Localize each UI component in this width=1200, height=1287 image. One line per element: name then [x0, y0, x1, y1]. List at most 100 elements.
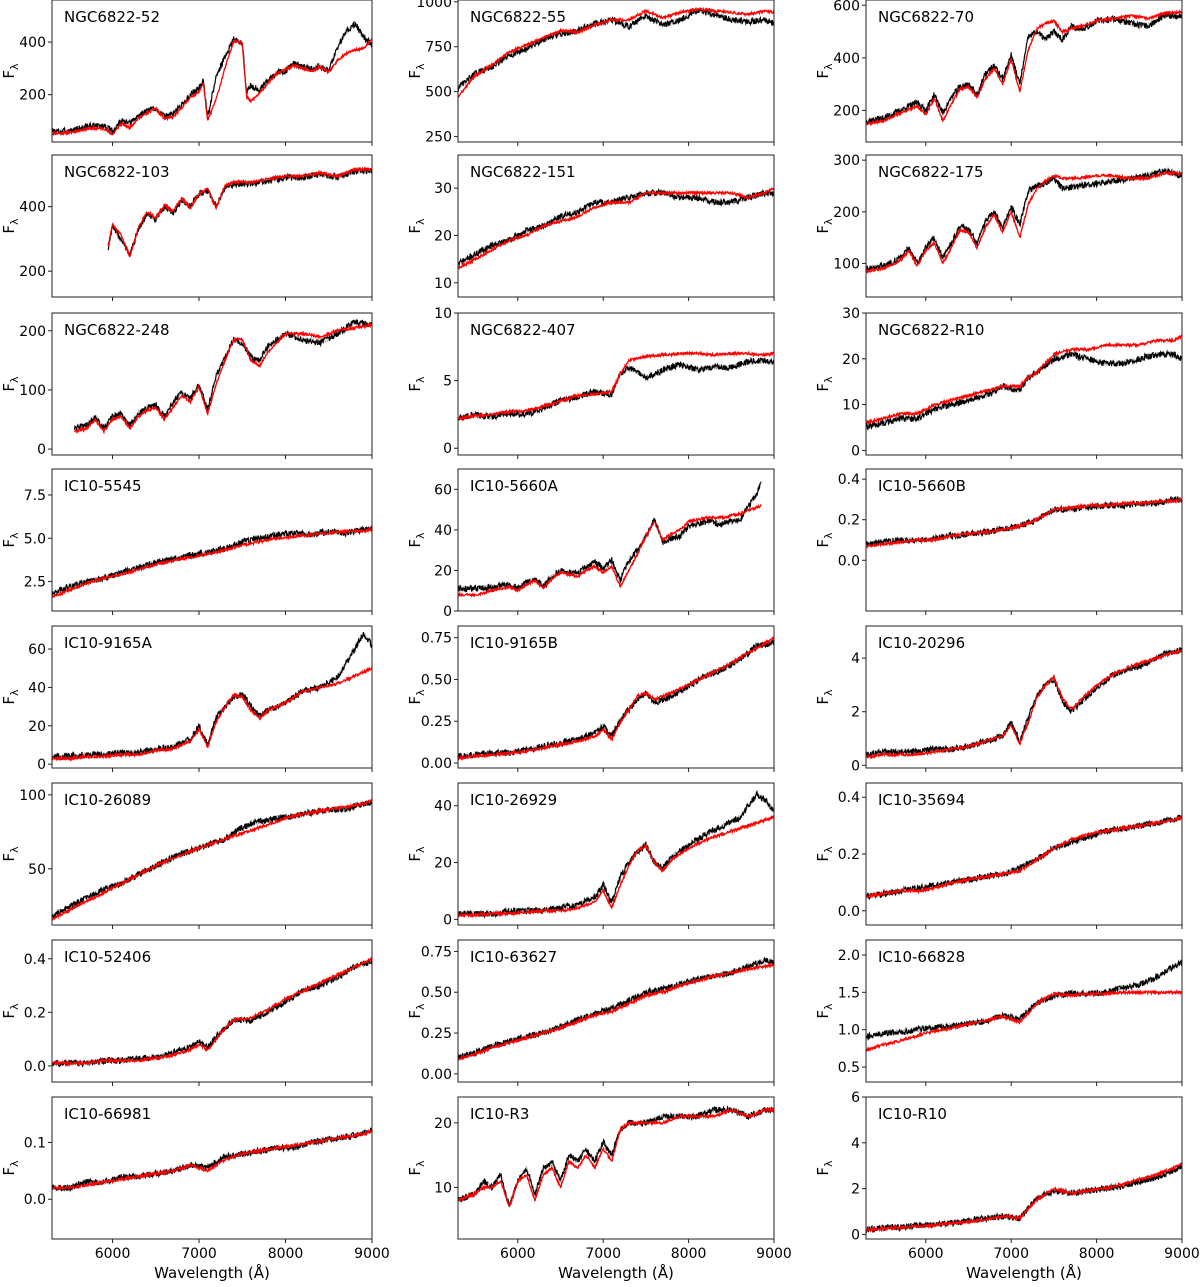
y-tick-label: 60	[28, 642, 46, 658]
y-tick-label: 200	[19, 264, 46, 280]
y-tick-label: 0.00	[421, 756, 452, 772]
panel-title: IC10-9165A	[64, 634, 153, 652]
panel-title: IC10-5545	[64, 477, 142, 495]
series-observed-ngc6822-151	[458, 187, 774, 267]
panel-frame	[51, 312, 373, 456]
series-telluric-ic10-5660a	[458, 483, 762, 593]
y-axis-label: Fλ	[0, 689, 21, 705]
y-tick-label: 0	[851, 758, 860, 774]
panel-frame	[865, 0, 1183, 143]
y-tick-label: 0.2	[838, 847, 860, 863]
y-tick-label: 10	[842, 398, 860, 414]
x-tick-label: 9000	[1164, 1246, 1200, 1262]
y-tick-label: 0.5	[838, 1060, 860, 1076]
series-telluric-ic10-66828	[866, 959, 1182, 1040]
panel-ic10-35694: IC10-35694 0.0 0.2 0.4 Fλ	[814, 782, 1183, 929]
panel-frame	[865, 625, 1183, 769]
y-tick-label: 0.25	[421, 1026, 452, 1042]
y-tick-label: 10	[434, 306, 452, 322]
series-model-ngc6822-248	[74, 321, 372, 435]
y-tick-label: 50	[28, 862, 46, 878]
series-observed-ngc6822-r10	[866, 349, 1182, 431]
series-telluric-ic10-9165b	[458, 639, 774, 759]
y-tick-label: 400	[833, 51, 860, 67]
x-axis-label: Wavelength (Å)	[154, 1263, 270, 1282]
y-tick-label: 40	[28, 680, 46, 696]
panel-ngc6822-151: NGC6822-151 10 20 30 Fλ	[406, 154, 775, 301]
series-observed-ic10-52406	[52, 958, 372, 1068]
panel-title: IC10-66828	[878, 948, 965, 966]
panel-ngc6822-55: NGC6822-55 250 500 750 1000 Fλ	[406, 0, 775, 146]
series-model-ic10-9165b	[458, 636, 774, 762]
y-axis-label: Fλ	[406, 376, 427, 392]
panel-title: IC10-26929	[470, 791, 557, 809]
panel-ic10-63627: IC10-63627 0.00 0.25 0.50 0.75 Fλ	[406, 939, 775, 1086]
y-tick-label: 4	[851, 651, 860, 667]
x-tick-label: 8000	[268, 1246, 304, 1262]
panel-ic10-5660b: IC10-5660B 0.0 0.2 0.4 Fλ	[814, 468, 1183, 615]
y-tick-label: 0	[851, 1227, 860, 1243]
panel-ngc6822-103: NGC6822-103 200 400 Fλ	[0, 154, 373, 301]
x-axis-label: Wavelength (Å)	[558, 1263, 674, 1282]
series-model-ic10-26089	[52, 798, 372, 921]
y-tick-label: 0.00	[421, 1067, 452, 1083]
y-axis-label: Fλ	[0, 218, 21, 234]
series-telluric-ic10-52406	[52, 959, 372, 1068]
panel-frame	[51, 0, 373, 143]
panel-frame	[457, 1096, 775, 1240]
series-model-ngc6822-175	[866, 169, 1182, 275]
y-tick-label: 100	[19, 383, 46, 399]
y-tick-label: 20	[434, 563, 452, 579]
y-tick-label: 0.0	[24, 1192, 46, 1208]
y-tick-label: 20	[434, 856, 452, 872]
panel-title: IC10-63627	[470, 948, 557, 966]
y-tick-label: 0	[443, 604, 452, 620]
y-axis-label: Fλ	[0, 63, 21, 79]
panel-title: NGC6822-52	[64, 8, 160, 26]
panel-title: IC10-26089	[64, 791, 151, 809]
y-axis-label: Fλ	[0, 532, 21, 548]
panel-frame	[51, 782, 373, 926]
series-model-ic10-20296	[866, 647, 1182, 760]
y-tick-label: 0.0	[838, 553, 860, 569]
panel-title: IC10-52406	[64, 948, 151, 966]
y-tick-label: 0.25	[421, 714, 452, 730]
series-observed-ngc6822-407	[458, 356, 774, 422]
y-tick-label: 2.0	[838, 948, 860, 964]
y-tick-label: 4	[851, 1136, 860, 1152]
y-tick-label: 0	[37, 757, 46, 773]
y-tick-label: 0.0	[838, 904, 860, 920]
y-tick-label: 1000	[416, 0, 452, 11]
y-tick-label: 40	[434, 523, 452, 539]
y-tick-label: 2.5	[24, 575, 46, 591]
series-observed-ic10-5660a	[458, 481, 762, 593]
series-model-ngc6822-151	[458, 187, 774, 271]
y-axis-label: Fλ	[814, 689, 835, 705]
series-model-ic10-5545	[52, 526, 372, 598]
y-tick-label: 100	[833, 256, 860, 272]
x-tick-label: 7000	[585, 1246, 621, 1262]
panel-frame	[865, 1096, 1183, 1240]
panel-ngc6822-r10: NGC6822-R10 0 10 20 30 Fλ	[814, 306, 1183, 459]
x-tick-label: 6000	[95, 1246, 131, 1262]
y-tick-label: 200	[19, 88, 46, 104]
y-tick-label: 0.4	[838, 472, 860, 488]
y-axis-label: Fλ	[406, 846, 427, 862]
y-tick-label: 0.2	[24, 1005, 46, 1021]
series-model-ngc6822-70	[866, 9, 1182, 127]
x-tick-label: 9000	[756, 1246, 792, 1262]
y-axis-label: Fλ	[406, 532, 427, 548]
y-axis-label: Fλ	[0, 1003, 21, 1019]
y-axis-label: Fλ	[814, 63, 835, 79]
series-observed-ngc6822-70	[866, 10, 1182, 125]
y-tick-label: 0.4	[838, 790, 860, 806]
panel-frame	[457, 782, 775, 926]
series-model-ic10-r10	[866, 1161, 1182, 1233]
y-tick-label: 0.50	[421, 985, 452, 1001]
panel-title: IC10-5660B	[878, 477, 966, 495]
y-axis-label: Fλ	[814, 532, 835, 548]
series-telluric-ic10-26089	[52, 798, 372, 919]
panel-frame	[51, 939, 373, 1083]
series-observed-ic10-9165a	[52, 631, 372, 761]
